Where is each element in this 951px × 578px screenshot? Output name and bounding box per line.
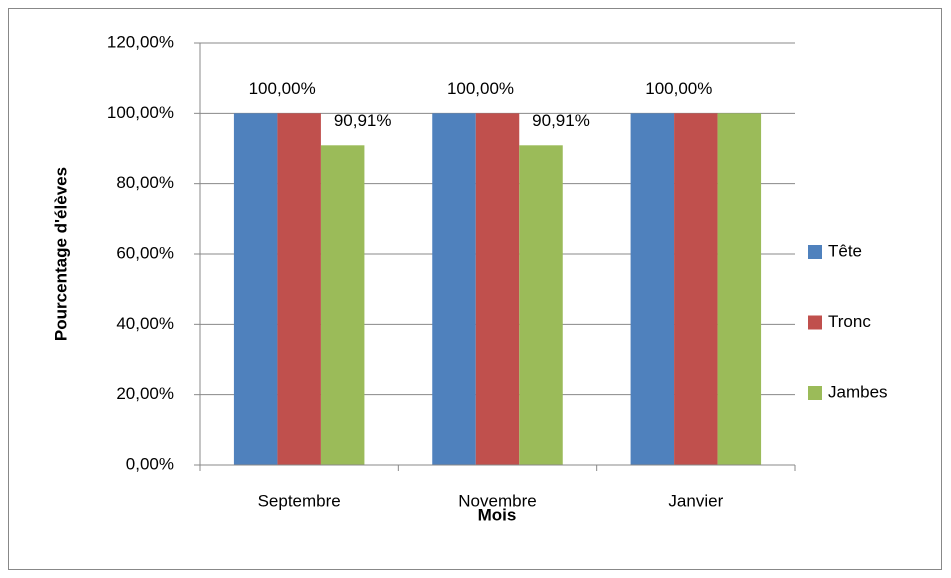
y-tick-label: 120,00% — [107, 32, 174, 51]
y-tick-label: 80,00% — [116, 173, 174, 192]
bar — [717, 113, 762, 465]
bar — [519, 145, 563, 465]
x-tick-label: Septembre — [258, 491, 341, 510]
y-tick-label: 40,00% — [116, 314, 174, 333]
legend-label: Jambes — [828, 382, 888, 401]
data-label: 90,91% — [334, 111, 392, 130]
x-tick-label: Janvier — [668, 491, 723, 510]
x-tick-label: Novembre — [458, 491, 536, 510]
data-label: 100,00% — [447, 79, 514, 98]
bar — [320, 145, 365, 465]
bar — [674, 113, 718, 465]
data-label: 90,91% — [532, 111, 590, 130]
y-tick-label: 0,00% — [126, 454, 174, 473]
legend-swatch — [808, 315, 822, 330]
legend-label: Tête — [828, 241, 862, 260]
y-tick-label: 20,00% — [116, 384, 174, 403]
legend-swatch — [808, 245, 822, 259]
bar — [233, 113, 278, 465]
legend-swatch — [808, 386, 822, 400]
bar — [277, 113, 321, 465]
legend-label: Tronc — [828, 312, 871, 331]
y-tick-label: 60,00% — [116, 243, 174, 262]
y-tick-label: 100,00% — [107, 103, 174, 122]
x-axis-title: Mois — [478, 505, 517, 524]
bar — [432, 113, 476, 465]
bar — [475, 113, 520, 465]
data-label: 100,00% — [645, 79, 712, 98]
y-axis-title: Pourcentage d'élèves — [51, 167, 70, 341]
bar — [630, 113, 675, 465]
data-label: 100,00% — [249, 79, 316, 98]
